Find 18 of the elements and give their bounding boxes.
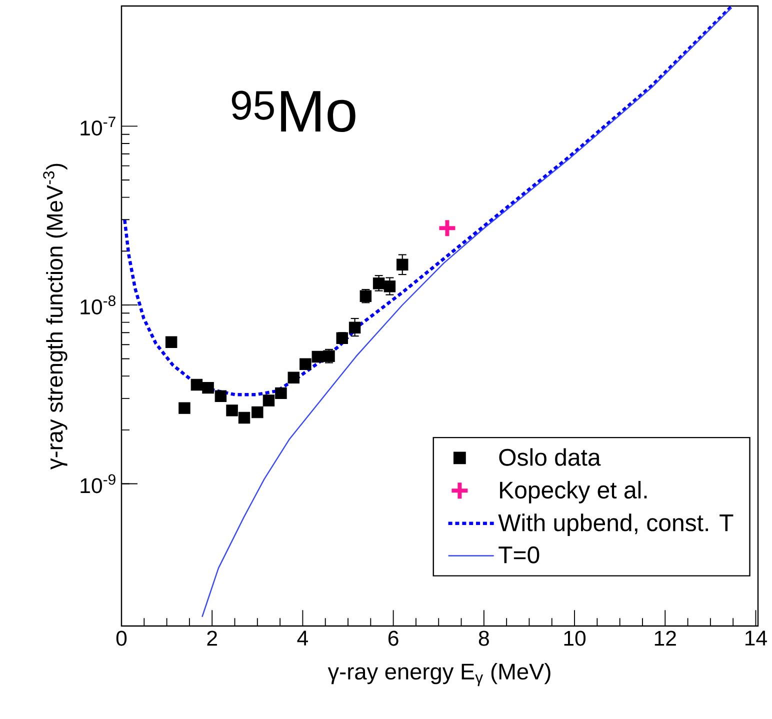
- x-tick-label: 2: [207, 630, 217, 646]
- y-tick-label: 10$^{-9}$: [80, 474, 116, 494]
- x-tick-label: 14: [746, 630, 767, 646]
- x-tick-label: 12: [654, 630, 676, 646]
- x-tick-label: 6: [388, 630, 398, 646]
- legend-label: T=0: [498, 546, 540, 564]
- y-tick-label: 10$^{-7}$: [80, 116, 116, 136]
- x-tick-label: 4: [297, 630, 308, 646]
- legend-label: Oslo data: [499, 448, 601, 466]
- x-tick-label: 10: [564, 630, 586, 646]
- x-tick-label: 8: [478, 630, 489, 646]
- legend-label: With upbend, const. T: [498, 514, 734, 536]
- annotation: $^{95}$Mo: [232, 90, 356, 132]
- x-tick-label: 0: [116, 630, 127, 646]
- y-tick-label: 10$^{-8}$: [80, 295, 116, 314]
- y-axis-title: γ-ray strength function (MeV$^{-3}$): [43, 164, 68, 470]
- legend-label: Kopecky et al.: [500, 480, 647, 504]
- x-axis-title: γ-ray energy E$_{γ}$ (MeV): [328, 663, 550, 686]
